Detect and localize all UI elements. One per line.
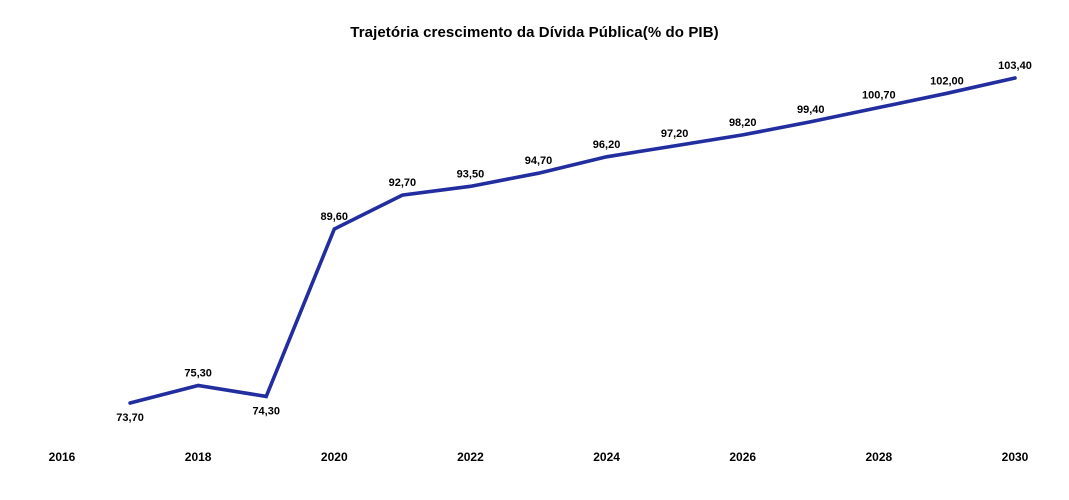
- x-axis-label: 2022: [457, 450, 484, 464]
- x-axis-label: 2016: [49, 450, 76, 464]
- data-label: 100,70: [862, 90, 896, 102]
- data-label: 75,30: [184, 367, 212, 379]
- data-label: 96,20: [593, 139, 621, 151]
- data-label: 93,50: [457, 168, 485, 180]
- trend-line: [128, 76, 1017, 405]
- x-axis-label: 2018: [185, 450, 212, 464]
- data-label: 102,00: [930, 75, 964, 87]
- data-label: 97,20: [661, 128, 689, 140]
- x-axis-label: 2026: [729, 450, 756, 464]
- x-axis-label: 2020: [321, 450, 348, 464]
- data-label: 74,30: [252, 405, 280, 417]
- chart-title: Trajetória crescimento da Dívida Pública…: [350, 24, 719, 41]
- data-label: 98,20: [729, 117, 757, 129]
- x-axis-label: 2024: [593, 450, 620, 464]
- data-label: 99,40: [797, 104, 825, 116]
- data-label: 92,70: [389, 177, 417, 189]
- x-axis-label: 2028: [866, 450, 893, 464]
- data-label: 94,70: [525, 155, 553, 167]
- x-axis-label: 2030: [1002, 450, 1029, 464]
- data-label: 89,60: [321, 211, 349, 223]
- data-label: 73,70: [116, 412, 144, 424]
- data-label: 103,40: [998, 60, 1032, 72]
